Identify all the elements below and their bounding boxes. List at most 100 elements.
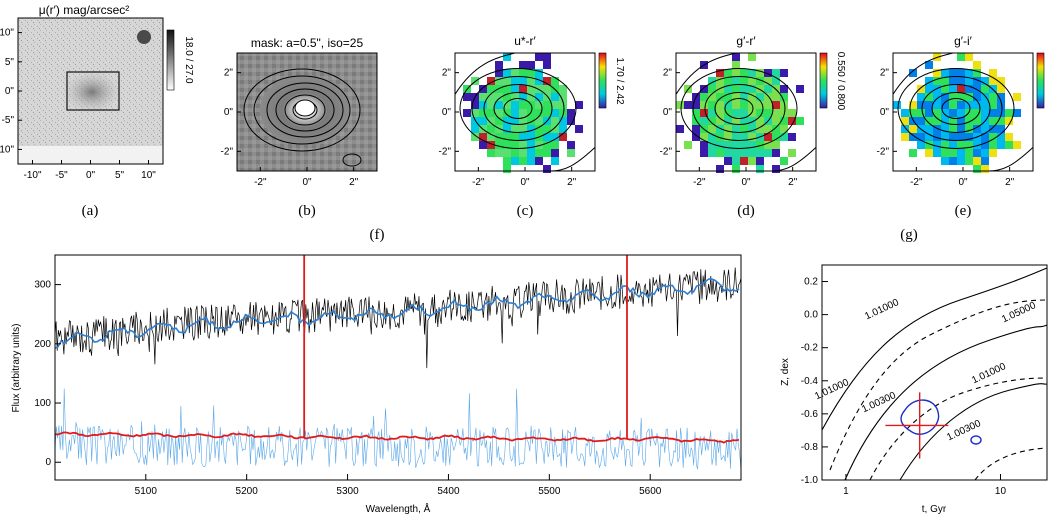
- y-tick-label: 200: [34, 339, 51, 350]
- map-pixel: [917, 141, 925, 149]
- map-pixel: [997, 133, 1005, 141]
- y-tick-label: 2": [663, 68, 673, 79]
- chi2-contour: [821, 267, 1048, 431]
- map-pixel: [772, 101, 780, 109]
- map-pixel: [981, 93, 989, 101]
- panel-c-colorbar-label: 1.70 / 2.42: [614, 57, 625, 105]
- map-pixel: [957, 133, 965, 141]
- map-pixel: [716, 69, 724, 77]
- map-pixel: [543, 85, 551, 93]
- map-pixel: [780, 85, 788, 93]
- panel-g-xlabel: t, Gyr: [922, 504, 947, 515]
- error-spectrum-series: [54, 431, 740, 444]
- map-pixel: [519, 133, 527, 141]
- contour-label: 1.05000: [1000, 300, 1038, 325]
- map-pixel: [479, 85, 487, 93]
- map-pixel: [772, 109, 780, 117]
- map-pixel: [748, 69, 756, 77]
- map-pixel: [973, 125, 981, 133]
- map-pixel: [543, 141, 551, 149]
- map-pixel: [495, 117, 503, 125]
- map-pixel: [716, 117, 724, 125]
- contour-line: [459, 67, 577, 149]
- map-pixel: [700, 93, 708, 101]
- map-pixel: [933, 93, 941, 101]
- x-tick-label: 0": [741, 177, 751, 188]
- contour-line: [253, 75, 351, 145]
- x-tick-label: 5500: [538, 486, 561, 497]
- map-pixel: [503, 125, 511, 133]
- map-pixel: [957, 141, 965, 149]
- panel-d-xticks: -2" 0" 2": [693, 167, 798, 188]
- map-pixel: [511, 157, 519, 165]
- contour-label: 1.00300: [860, 390, 898, 415]
- map-pixel: [487, 77, 495, 85]
- map-pixel: [740, 117, 748, 125]
- panel-g-chi2-contours: [821, 267, 1048, 481]
- map-pixel: [933, 109, 941, 117]
- map-pixel: [965, 133, 973, 141]
- map-pixel: [511, 69, 519, 77]
- map-pixel: [503, 53, 511, 61]
- map-pixel: [740, 133, 748, 141]
- y-tick-label: 0": [224, 107, 234, 118]
- map-pixel: [764, 125, 772, 133]
- map-pixel: [997, 141, 1005, 149]
- map-pixel: [511, 77, 519, 85]
- map-pixel: [772, 141, 780, 149]
- spectrum-sky-lines: [303, 255, 628, 439]
- y-tick-label: 0": [663, 107, 673, 118]
- map-pixel: [925, 149, 933, 157]
- map-pixel: [716, 109, 724, 117]
- panel-b-xticks: -2" 0" 2": [254, 167, 359, 188]
- map-pixel: [925, 93, 933, 101]
- y-tick-label: 100: [34, 398, 51, 409]
- map-pixel: [997, 101, 1005, 109]
- panel-b-contours: [243, 68, 362, 167]
- map-pixel: [495, 141, 503, 149]
- map-pixel: [724, 85, 732, 93]
- panel-a-xticks: -10" -5" 0" 5" 10": [23, 160, 156, 181]
- map-pixel: [732, 141, 740, 149]
- x-tick-label: 5100: [135, 486, 158, 497]
- map-pixel: [511, 133, 519, 141]
- map-pixel: [780, 125, 788, 133]
- contour-line: [284, 94, 326, 126]
- map-pixel: [535, 101, 543, 109]
- panel-g-ylabel: Z, dex: [780, 358, 791, 386]
- map-pixel: [519, 85, 527, 93]
- map-pixel: [535, 93, 543, 101]
- map-pixel: [909, 133, 917, 141]
- map-pixel: [471, 125, 479, 133]
- map-pixel: [519, 93, 527, 101]
- y-tick-label: -0.6: [801, 409, 819, 420]
- map-pixel: [708, 109, 716, 117]
- map-pixel: [692, 125, 700, 133]
- map-pixel: [949, 101, 957, 109]
- map-pixel: [957, 149, 965, 157]
- panel-e-xticks: -2" 0" 2": [910, 167, 1015, 188]
- panel-d-yticks: 2" 0" -2": [660, 68, 680, 157]
- map-pixel: [535, 157, 543, 165]
- map-pixel: [527, 141, 535, 149]
- map-pixel: [684, 141, 692, 149]
- y-tick-label: -1.0: [801, 475, 819, 486]
- map-pixel: [479, 133, 487, 141]
- map-pixel: [973, 157, 981, 165]
- map-pixel: [973, 101, 981, 109]
- map-pixel: [700, 141, 708, 149]
- y-tick-label: -2": [221, 146, 234, 157]
- map-pixel: [981, 85, 989, 93]
- panel-label-e: (e): [955, 203, 972, 219]
- map-pixel: [487, 101, 495, 109]
- contour-line: [909, 75, 1003, 141]
- map-pixel: [949, 141, 957, 149]
- map-pixel: [527, 157, 535, 165]
- y-tick-label: 2": [442, 68, 452, 79]
- contour-line: [714, 91, 764, 125]
- panel-label-d: (d): [737, 203, 755, 219]
- map-pixel: [965, 69, 973, 77]
- map-pixel: [479, 141, 487, 149]
- map-pixel: [495, 149, 503, 157]
- map-pixel: [989, 133, 997, 141]
